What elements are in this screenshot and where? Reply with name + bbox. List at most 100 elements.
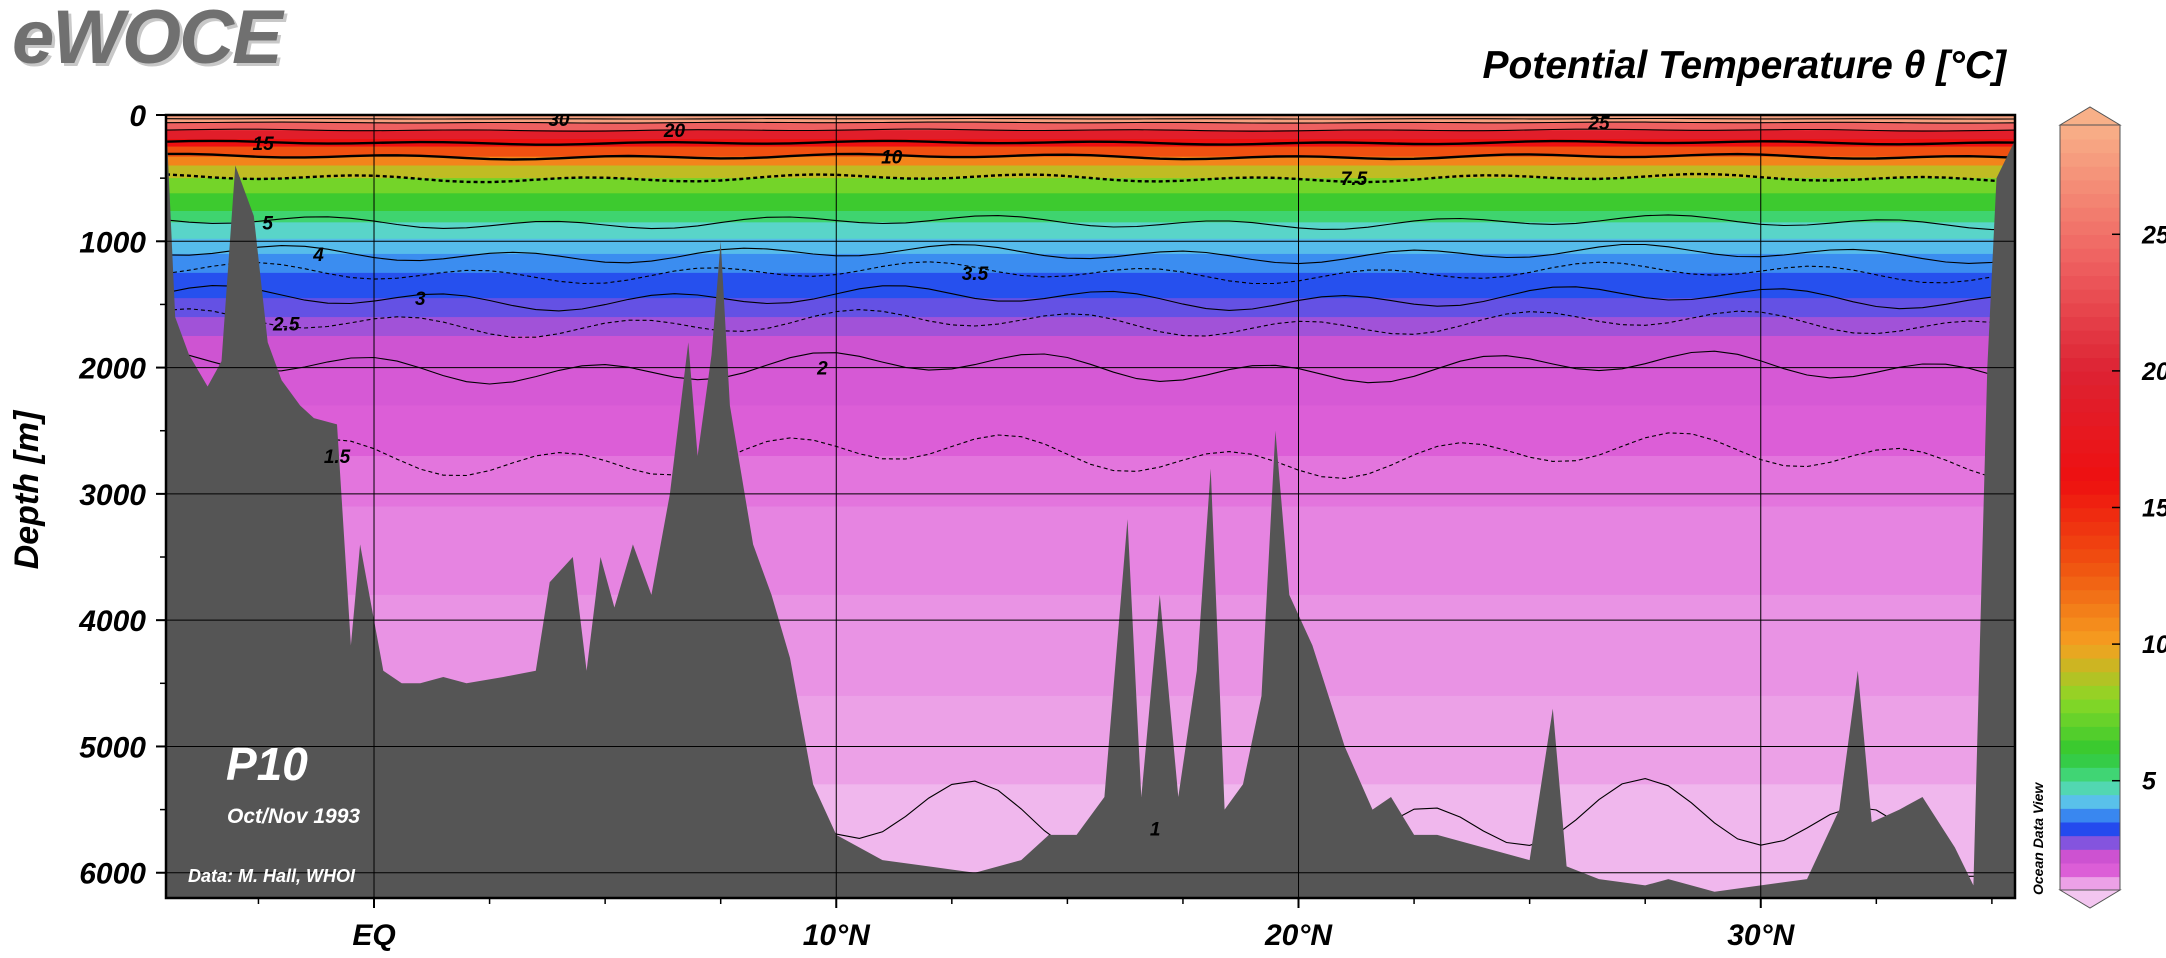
colorbar-segment [2060,343,2120,359]
colorbar-segment [2060,575,2120,591]
temperature-band [166,298,2015,319]
isotherm-line [166,128,2015,132]
colorbar-segment [2060,712,2120,727]
colorbar-segment [2060,466,2120,481]
temperature-band [166,193,2015,212]
isotherm-label: 4 [312,245,324,266]
temperature-band [166,253,2015,274]
temperature-band [166,122,2015,132]
isotherm-line [166,308,2015,338]
x-tick-label: 30°N [1727,919,1795,952]
isotherm-line [166,152,2015,161]
temperature-band [166,178,2015,195]
isotherm-label: 2.5 [272,314,300,335]
colorbar-segment [2060,384,2120,400]
isotherm-line [166,117,2015,120]
colorbar-segment [2060,247,2120,263]
temperature-band [166,506,2015,596]
colorbar-segment [2060,302,2120,318]
colorbar-segment [2060,425,2120,440]
colorbar-segment [2060,630,2120,645]
y-tick-label: 5000 [79,731,146,764]
y-axis-label: Depth [m] [8,409,46,569]
temperature-band [166,336,2015,369]
temperature-band [166,238,2015,255]
colorbar-segment [2060,439,2120,454]
temperature-band [166,210,2015,224]
colorbar-segment [2060,603,2120,618]
colorbar-bottom-arrow [2058,889,2122,909]
temperature-band [166,405,2015,457]
colorbar-segment [2060,329,2120,345]
isotherm-line [166,432,2015,481]
temperature-band [166,222,2015,240]
colorbar-segment [2060,316,2120,331]
isotherm-label: 30 [548,110,570,131]
isotherm-label: 2 [816,359,828,380]
colorbar-segment [2060,698,2120,714]
isotherm-line [166,243,2015,265]
colorbar-segment [2060,370,2120,386]
colorbar: 5 10 15 20 25 [2058,106,2166,909]
colorbar-tick-label: 15 [2142,495,2166,523]
colorbar-segment [2060,685,2120,700]
isotherm-line [166,350,2015,385]
colorbar-segment [2060,616,2120,632]
isotherm-label: 5 [262,213,273,234]
credit-label: Data: M. Hall, WHOI [188,866,356,886]
colorbar-segment [2060,835,2120,850]
axes: 0 1000 2000 3000 4000 5000 6000 EQ 10°N 20°N 30°N [78,100,2017,952]
plot-frame [164,113,2017,900]
colorbar-segment [2060,794,2120,809]
colorbar-tick-label: 20 [2141,358,2166,386]
colorbar-segment [2060,193,2120,208]
temperature-band [166,130,2015,140]
watermark-label: Ocean Data View [2030,782,2046,895]
colorbar-segment [2060,753,2120,768]
colorbar-segment [2060,876,2120,891]
isotherm-label: 1 [1150,820,1161,841]
isotherm-line [166,214,2015,231]
y-tick-label: 0 [129,100,146,133]
colorbar-segment [2060,179,2120,195]
colorbar-segment [2060,589,2120,604]
y-tick-label: 6000 [79,858,146,891]
isotherm-label: 7.5 [1341,169,1368,190]
colorbar-segment [2060,452,2120,468]
isotherm-label: 20 [663,121,686,142]
isotherm-label: 3.5 [962,264,989,285]
colorbar-segment [2060,411,2120,427]
colorbar-segment [2060,138,2120,154]
colorbar-top-arrow [2058,106,2122,126]
isotherm-line [166,261,2015,285]
isotherm-label: 10 [881,148,903,169]
temperature-band [166,138,2015,148]
colorbar-segment [2060,562,2120,577]
seafloor-topography [166,115,2015,898]
colorbar-segment [2060,165,2120,181]
isotherm-line [166,172,2015,184]
temperature-band [166,146,2015,158]
colorbar-segment [2060,521,2120,536]
temperature-band [166,272,2015,300]
grid [166,115,2015,898]
colorbar-segment [2060,726,2120,741]
colorbar-segment [2060,548,2120,563]
section-label: P10 [226,738,308,790]
ewoce-logo: eWOCE [12,0,283,80]
colorbar-segment [2060,480,2120,495]
colorbar-segment [2060,849,2120,864]
y-tick-label: 4000 [78,605,146,638]
colorbar-segment [2060,206,2120,222]
colorbar-segment [2060,398,2120,413]
colorbar-segment [2060,671,2120,686]
isotherm-label: 15 [253,134,275,155]
colorbar-segment [2060,125,2120,140]
temperature-band [166,165,2015,180]
colorbar-segment [2060,261,2120,277]
chart-title: Potential Temperature θ [°C] [1482,44,2006,87]
isotherm-label: 1.5 [324,447,351,468]
isotherm-line [166,139,2015,146]
y-tick-label: 3000 [79,479,146,512]
